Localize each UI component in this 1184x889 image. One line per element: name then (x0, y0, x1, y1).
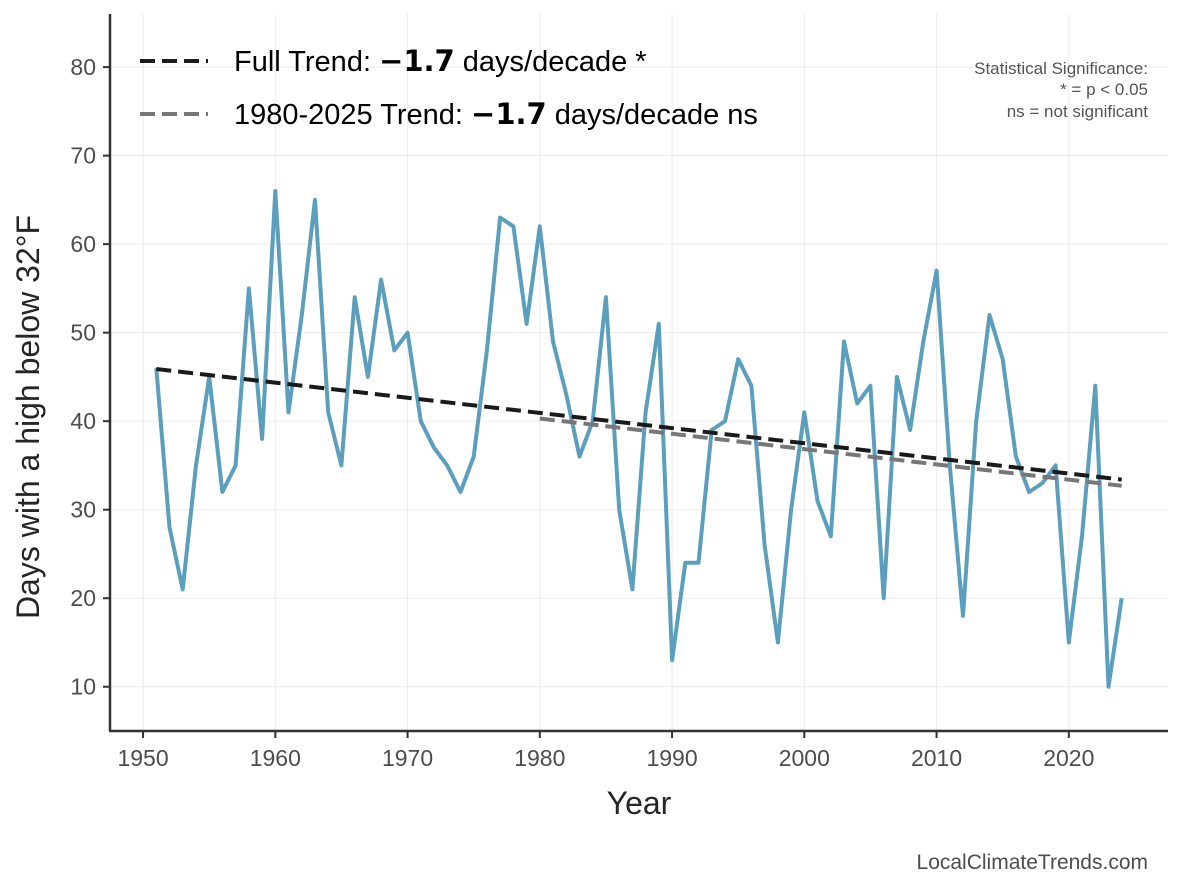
y-tick-label: 70 (70, 143, 96, 169)
legend-suffix: days/decade * (455, 46, 647, 78)
x-tick-label: 2020 (1043, 745, 1094, 771)
legend-entry-recent-trend: 1980-2025 Trend: −1.7 days/decade ns (234, 97, 758, 131)
series-layer (154, 189, 1124, 689)
recent-trend-line (539, 416, 1122, 488)
grid (110, 14, 1168, 731)
x-tick-label: 1980 (514, 745, 565, 771)
legend-suffix: days/decade ns (547, 99, 758, 131)
y-tick-label: 10 (70, 674, 96, 700)
y-axis-title: Days with a high below 32°F (10, 215, 46, 619)
y-tick-label: 20 (70, 585, 96, 611)
significance-star: * = p < 0.05 (1060, 80, 1148, 99)
y-tick-label: 50 (70, 320, 96, 346)
y-tick-label: 30 (70, 497, 96, 523)
x-tick-label: 1950 (117, 745, 168, 771)
tick-labels: 1950 1960 1970 1980 1990 2000 2010 2020 10 20 30 40… (70, 54, 1094, 771)
y-tick-label: 40 (70, 408, 96, 434)
significance-title: Statistical Significance: (974, 59, 1148, 78)
legend-entry-full-trend: Full Trend: −1.7 days/decade * (234, 44, 647, 78)
y-tick-label: 80 (70, 54, 96, 80)
annual-count-line (154, 189, 1124, 689)
x-tick-label: 2010 (911, 745, 962, 771)
x-tick-label: 2000 (779, 745, 830, 771)
legend-prefix: Full Trend: (234, 46, 379, 78)
x-tick-label: 1970 (382, 745, 433, 771)
significance-ns: ns = not significant (1007, 102, 1149, 121)
x-tick-label: 1960 (250, 745, 301, 771)
legend-prefix: 1980-2025 Trend: (234, 99, 471, 131)
legend-slope-value: −1.7 (379, 44, 455, 78)
legend-slope-value: −1.7 (471, 97, 547, 131)
x-axis-title: Year (607, 785, 672, 821)
x-tick-label: 1990 (646, 745, 697, 771)
full-trend-line (156, 367, 1122, 482)
significance-note: Statistical Significance: * = p < 0.05 n… (974, 59, 1148, 121)
legend: Full Trend: −1.7 days/decade * 1980-2025… (140, 44, 758, 131)
axes (108, 14, 1168, 733)
source-credit: LocalClimateTrends.com (917, 851, 1148, 874)
y-tick-label: 60 (70, 231, 96, 257)
